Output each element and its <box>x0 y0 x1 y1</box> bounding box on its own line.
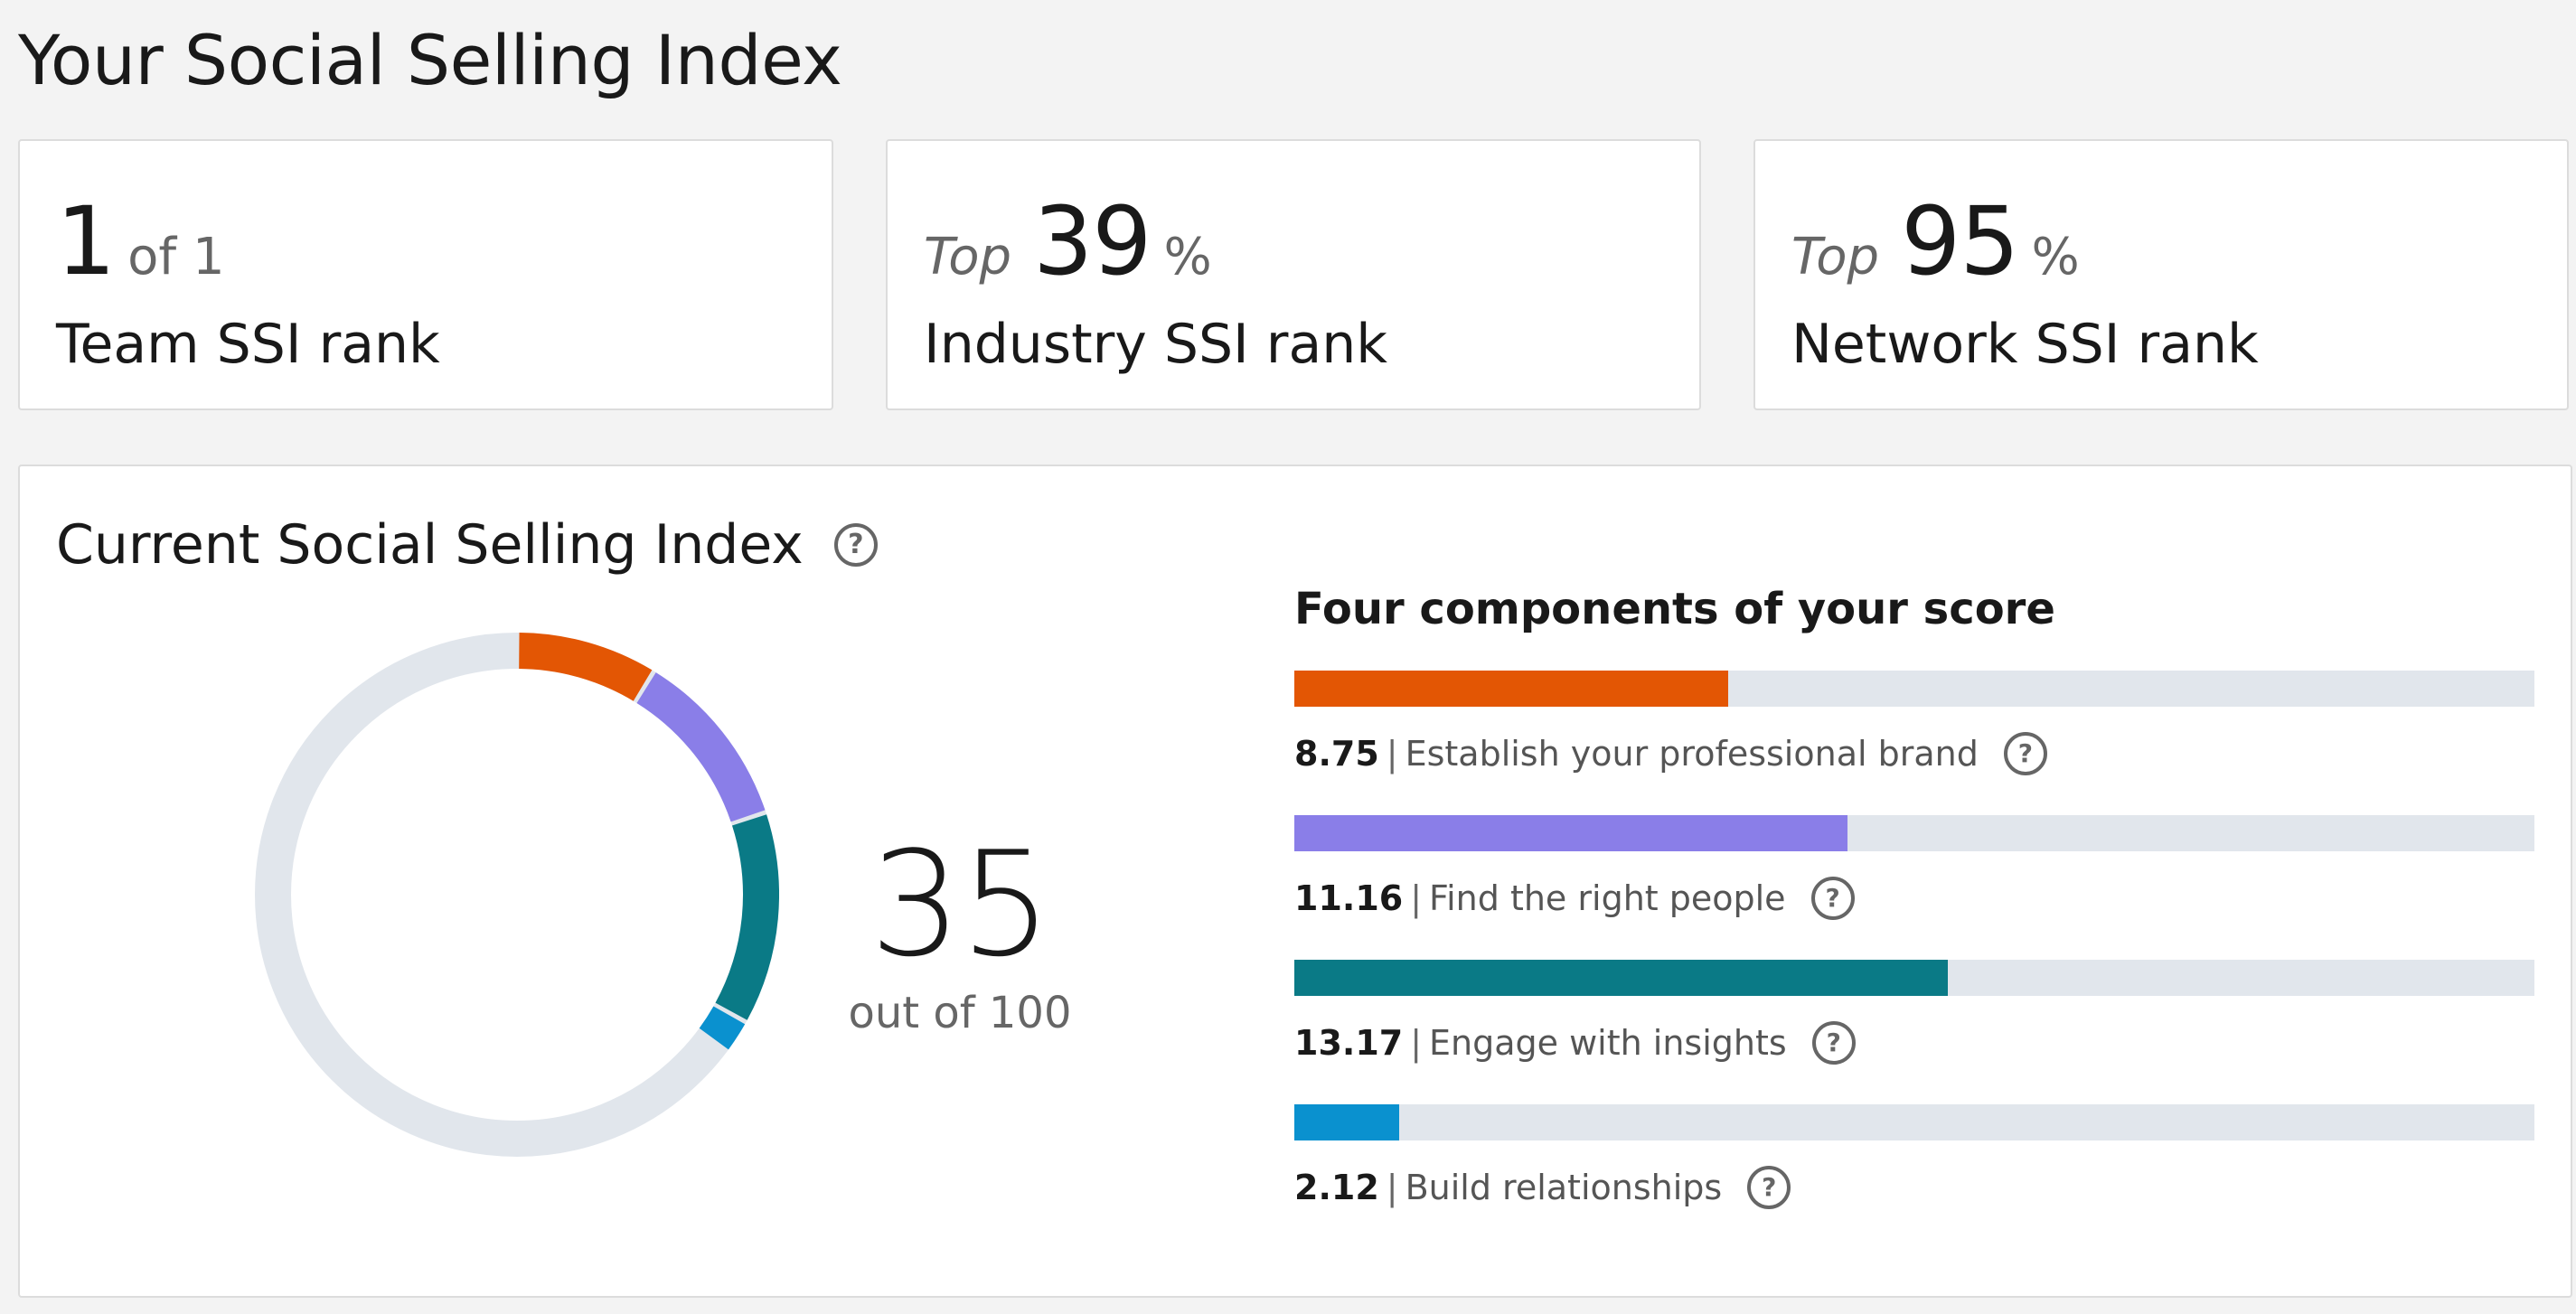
component-name: Find the right people <box>1429 878 1786 918</box>
team-rank-label: Team SSI rank <box>56 313 440 376</box>
components-title: Four components of your score <box>1294 584 2055 634</box>
industry-rank-card: Top 39 % Industry SSI rank <box>886 139 1701 410</box>
donut-segment-0 <box>518 633 653 701</box>
separator: | <box>1410 878 1423 918</box>
component-value: 8.75 <box>1294 734 1379 774</box>
component-bar-track <box>1294 1104 2534 1140</box>
components-list: 8.75 | Establish your professional brand ?… <box>1294 671 2534 1249</box>
industry-rank-label: Industry SSI rank <box>924 313 1388 376</box>
donut-segment-3 <box>699 1006 746 1050</box>
network-rank-prefix: Top <box>1791 228 1880 286</box>
network-rank-suffix: % <box>2031 228 2080 286</box>
component-bar-fill <box>1294 960 1948 996</box>
component-bar-track <box>1294 960 2534 996</box>
component-bar-fill <box>1294 1104 1400 1140</box>
component-name: Build relationships <box>1405 1168 1723 1207</box>
industry-rank-value: Top 39 % <box>924 186 1212 296</box>
component-bar-track <box>1294 815 2534 851</box>
separator: | <box>1386 1168 1398 1207</box>
ssi-donut-chart <box>255 633 779 1157</box>
network-rank-value: Top 95 % <box>1791 186 2080 296</box>
industry-rank-prefix: Top <box>924 228 1012 286</box>
donut-segments <box>518 633 779 1050</box>
question-circle-icon[interactable]: ? <box>2003 732 2047 775</box>
question-circle-icon[interactable]: ? <box>1810 877 1855 920</box>
network-rank-card: Top 95 % Network SSI rank <box>1753 139 2569 410</box>
question-circle-icon[interactable]: ? <box>833 523 878 567</box>
team-rank-number: 1 <box>56 186 116 296</box>
score-subtitle: out of 100 <box>848 988 1072 1038</box>
component-value: 11.16 <box>1294 878 1404 918</box>
score-value: 35 <box>870 820 1052 989</box>
network-rank-label: Network SSI rank <box>1791 313 2259 376</box>
component-name: Establish your professional brand <box>1405 734 1979 774</box>
component-value: 13.17 <box>1294 1023 1404 1063</box>
component-label: 2.12 | Build relationships ? <box>1294 1166 1791 1209</box>
separator: | <box>1410 1023 1423 1063</box>
component-label: 8.75 | Establish your professional brand ? <box>1294 732 2047 775</box>
question-circle-icon[interactable]: ? <box>1747 1166 1791 1209</box>
team-rank-value: 1 of 1 <box>56 186 225 296</box>
separator: | <box>1386 734 1398 774</box>
team-rank-suffix: of 1 <box>127 228 225 286</box>
industry-rank-number: 39 <box>1033 186 1152 296</box>
component-label: 13.17 | Engage with insights ? <box>1294 1021 1856 1065</box>
current-ssi-title-row: Current Social Selling Index ? <box>56 513 878 577</box>
team-rank-card: 1 of 1 Team SSI rank <box>18 139 833 410</box>
network-rank-number: 95 <box>1901 186 2019 296</box>
component-row-relationships: 2.12 | Build relationships ? <box>1294 1104 2534 1249</box>
question-circle-icon[interactable]: ? <box>1811 1021 1856 1065</box>
component-row-insights: 13.17 | Engage with insights ? <box>1294 960 2534 1104</box>
donut-segment-2 <box>715 814 779 1020</box>
component-bar-fill <box>1294 815 1848 851</box>
component-name: Engage with insights <box>1429 1023 1787 1063</box>
component-bar-fill <box>1294 671 1729 707</box>
score-components: Four components of your score 8.75 | Estab… <box>1294 584 2534 1249</box>
component-bar-track <box>1294 671 2534 707</box>
component-value: 2.12 <box>1294 1168 1379 1207</box>
component-label: 11.16 | Find the right people ? <box>1294 877 1855 920</box>
score-block: 35 out of 100 <box>824 820 1095 1039</box>
component-row-brand: 8.75 | Establish your professional brand ? <box>1294 671 2534 815</box>
component-row-people: 11.16 | Find the right people ? <box>1294 815 2534 960</box>
industry-rank-suffix: % <box>1163 228 1212 286</box>
current-ssi-panel: Current Social Selling Index ? 35 out of… <box>18 465 2572 1298</box>
current-ssi-title: Current Social Selling Index <box>56 513 804 577</box>
page-title: Your Social Selling Index <box>18 20 842 100</box>
donut-segment-1 <box>636 672 766 822</box>
